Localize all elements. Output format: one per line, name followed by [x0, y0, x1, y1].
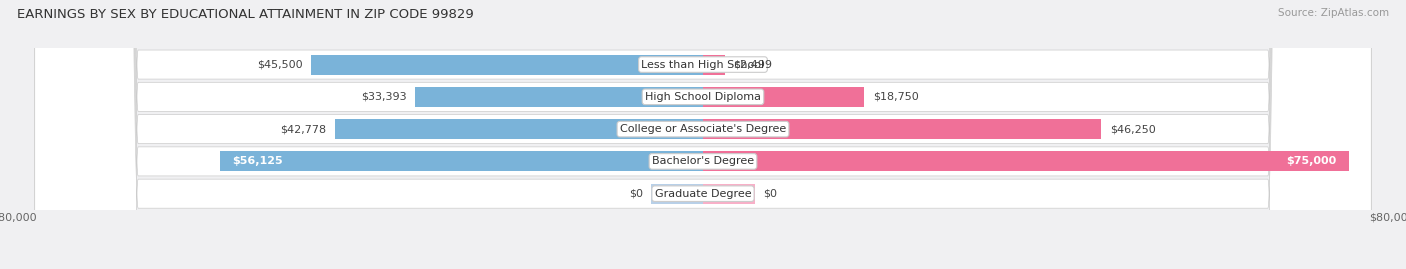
Text: $33,393: $33,393: [361, 92, 406, 102]
Text: $42,778: $42,778: [280, 124, 326, 134]
Text: $0: $0: [763, 189, 778, 199]
Bar: [651, 184, 703, 204]
Bar: [703, 87, 865, 107]
Legend: Male, Female: Male, Female: [643, 266, 763, 269]
FancyBboxPatch shape: [35, 0, 1371, 269]
Text: Less than High School: Less than High School: [641, 59, 765, 70]
Text: $46,250: $46,250: [1109, 124, 1156, 134]
Bar: [415, 87, 703, 107]
Text: $0: $0: [628, 189, 643, 199]
Bar: [703, 151, 1348, 171]
Text: $75,000: $75,000: [1285, 156, 1336, 167]
Bar: [311, 55, 703, 75]
Text: High School Diploma: High School Diploma: [645, 92, 761, 102]
FancyBboxPatch shape: [35, 0, 1371, 269]
Bar: [335, 119, 703, 139]
FancyBboxPatch shape: [35, 0, 1371, 269]
Text: College or Associate's Degree: College or Associate's Degree: [620, 124, 786, 134]
Text: Source: ZipAtlas.com: Source: ZipAtlas.com: [1278, 8, 1389, 18]
Bar: [219, 151, 703, 171]
Text: $45,500: $45,500: [257, 59, 302, 70]
Text: Graduate Degree: Graduate Degree: [655, 189, 751, 199]
Bar: [703, 184, 755, 204]
Text: $18,750: $18,750: [873, 92, 920, 102]
Text: EARNINGS BY SEX BY EDUCATIONAL ATTAINMENT IN ZIP CODE 99829: EARNINGS BY SEX BY EDUCATIONAL ATTAINMEN…: [17, 8, 474, 21]
Text: $56,125: $56,125: [232, 156, 283, 167]
Text: $2,499: $2,499: [733, 59, 772, 70]
Bar: [703, 55, 724, 75]
Text: Bachelor's Degree: Bachelor's Degree: [652, 156, 754, 167]
Bar: [703, 119, 1101, 139]
FancyBboxPatch shape: [35, 0, 1371, 269]
FancyBboxPatch shape: [35, 0, 1371, 269]
